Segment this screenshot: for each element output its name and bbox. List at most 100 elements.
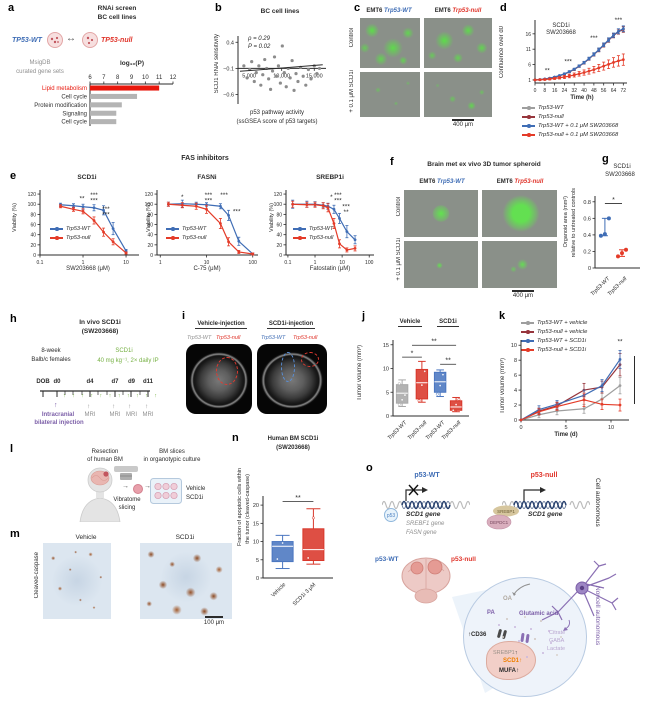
active-transcription-arrow [523, 487, 546, 501]
emt6-prefix: EMT6 [434, 8, 453, 14]
series-marker [533, 78, 537, 82]
series-marker [563, 72, 566, 76]
series-marker [602, 43, 606, 47]
panel-e-label: e [10, 170, 17, 182]
dose-arrow-icon: ↑ [108, 393, 112, 399]
x-tick-label: 11 [156, 75, 163, 81]
series-marker [587, 69, 591, 73]
dna-blue-2 [513, 501, 567, 509]
plate-well [170, 491, 178, 500]
legend-row: Trp53-WT [166, 226, 206, 232]
cell-dot [57, 41, 59, 43]
x-tick-label: 0 [519, 425, 522, 431]
series-marker [543, 77, 547, 81]
series-marker [92, 219, 96, 222]
panel-b-title: BC cell lines [260, 8, 300, 15]
annotation: *** [233, 208, 241, 215]
scatter-point [261, 73, 265, 77]
fasn-gene-label: FASN gene [406, 530, 437, 536]
series-marker [313, 202, 317, 206]
tumor-right [427, 559, 443, 575]
timeline-day-0: d0 [53, 379, 61, 385]
x-tick-label: 9 [130, 75, 134, 81]
curved-arrow-head [563, 627, 568, 631]
mri-label: MRI [142, 412, 154, 418]
series-marker [332, 207, 336, 211]
depdc1-text: DEPDC1 [490, 520, 509, 525]
geneset-label-1: MsigDB [29, 60, 51, 66]
y-tick-label: 5 [386, 390, 389, 396]
series-marker [617, 30, 620, 34]
series-marker [607, 38, 610, 42]
series-line [520, 385, 621, 421]
micrograph-wt-scd1i [360, 72, 420, 117]
mri-arrow-icon: ↑ [112, 403, 116, 410]
dose-arrow-icon: ↑ [154, 393, 157, 399]
vibratome-icon [114, 466, 138, 480]
panel-d-note-2: SW203668 [546, 30, 576, 36]
scatter-point [252, 79, 256, 84]
dose-arrow-icon: ↑ [136, 393, 139, 399]
scd1-text: SCD1 [503, 658, 520, 664]
tf-complex-icons: SREBP1 DEPDC1 [486, 505, 519, 530]
series-marker [543, 78, 547, 81]
y-tick-label: 40 [276, 233, 282, 239]
curved-arrow [513, 583, 531, 595]
timeline-axis [40, 390, 150, 397]
y-tick-label: 10 [511, 343, 517, 349]
significance-label: ** [445, 358, 451, 365]
y-tick-label: 6 [514, 373, 517, 379]
emt6-prefix: EMT6 [496, 179, 515, 185]
plate-well [162, 491, 170, 500]
panel-c-row1-label: Control [349, 28, 355, 48]
series-marker [587, 57, 591, 61]
legend-row: Trp53-WT [50, 226, 90, 232]
box [302, 528, 325, 562]
dose-arrow-icon: ↑ [90, 393, 94, 399]
vibratome-label-1: Vibratome [113, 497, 141, 503]
p53-text: p53 [387, 513, 396, 519]
x-tick-label: 12 [170, 75, 177, 81]
panel-k-label: k [499, 310, 506, 322]
drug-dose: 40 mg kg⁻¹, 2× daily IP [97, 358, 159, 364]
series-marker [592, 53, 596, 56]
series-line [534, 28, 624, 81]
legend-row: Trp53-WT + vehicle [521, 320, 587, 326]
legend-label: Trp53-WT [309, 226, 334, 232]
trp53-wt: Trp53-WT [437, 179, 465, 185]
trp53-wt-sub: Trp53-WT [187, 335, 212, 341]
panel-k-ylabel: Tumor volume (mm³) [500, 358, 506, 414]
legend-row: Trp53-null + vehicle [521, 329, 587, 335]
mri-arrow-icon: ↑ [145, 403, 149, 410]
series-marker [582, 407, 586, 411]
scd1i-group-label: SCD1i [437, 319, 459, 327]
tumor-outline-red [216, 357, 238, 385]
plate-body [150, 478, 182, 504]
scalebar-line [205, 616, 223, 618]
annotation: *** [90, 192, 98, 199]
resection-label-2: of human BM [87, 457, 123, 463]
tp53-wt-label: TP53-WT [12, 37, 42, 44]
brain-fold [91, 475, 109, 481]
annotation: *** [102, 211, 110, 218]
scatter-point [312, 64, 316, 68]
x-tick-label: 1 [159, 260, 162, 266]
scalebar-label: 100 μm [203, 620, 225, 626]
log-p-axis-title: log₁₀(P) [119, 60, 145, 67]
legend-swatch-blue [293, 227, 306, 231]
subplot-1-xlabel: SW203668 (μM) [66, 266, 110, 272]
injection-arrow-icon: ↑ [54, 402, 58, 409]
panel-f-col1-header: EMT6 Trp53-WT [410, 179, 474, 185]
series-marker [59, 203, 62, 207]
bar-category-label: Cell cycle [61, 94, 87, 100]
tissue-slice-icon [133, 484, 143, 494]
legend-row: Trp53-null [166, 235, 206, 241]
scatter-point [290, 58, 294, 63]
vibratome-body [114, 466, 138, 472]
bar [90, 102, 122, 108]
trp53-null-sub: Trp53-null [293, 335, 318, 341]
oa-release-arrow [512, 583, 531, 596]
up-arrow-icon: ↑ [514, 650, 518, 656]
series-marker [553, 75, 557, 79]
x-tick-label: 10 [142, 75, 149, 81]
